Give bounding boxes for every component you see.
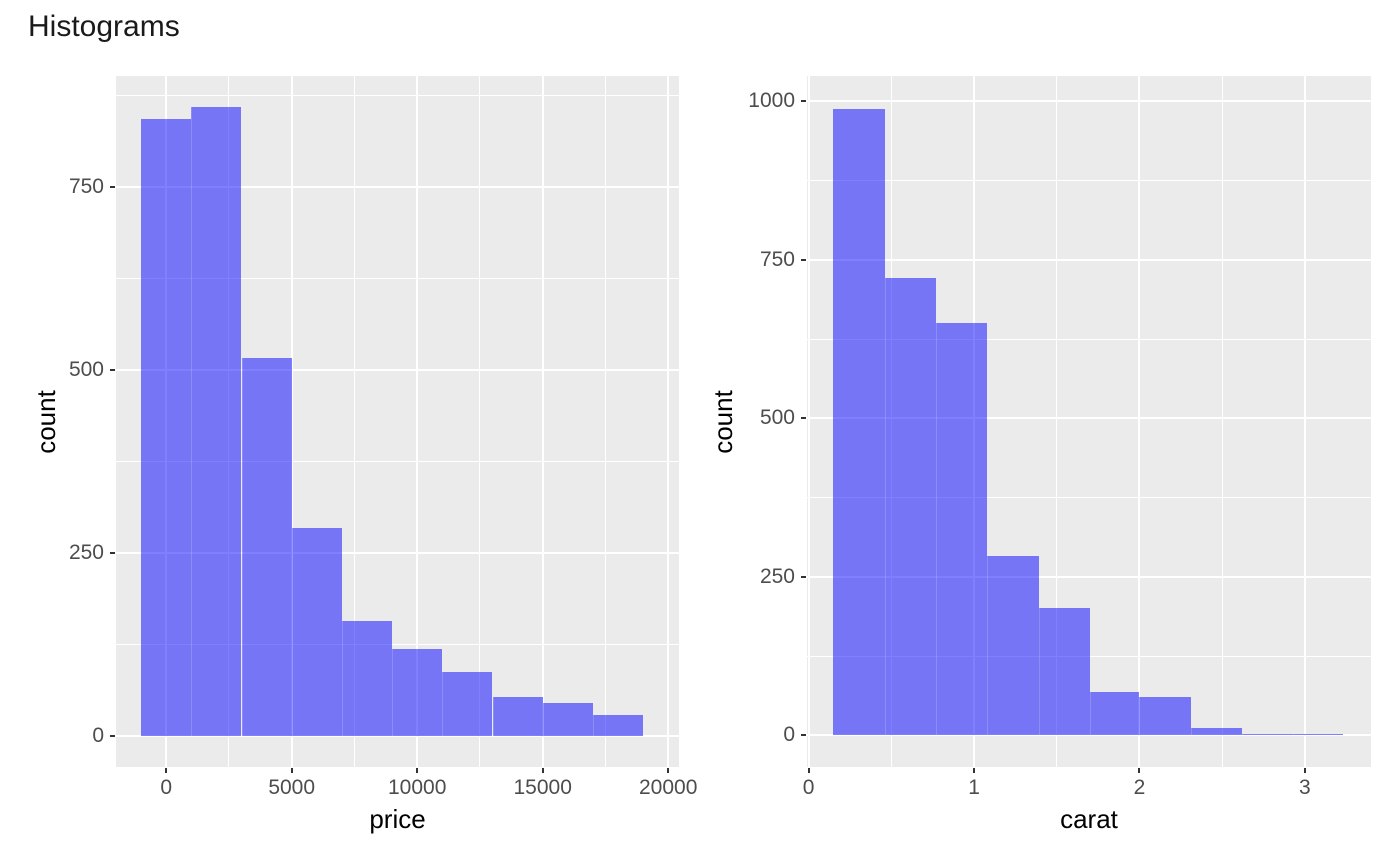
y-axis-title-count-left: count (31, 389, 61, 454)
histogram-bar (833, 108, 885, 736)
y-tick-mark (801, 417, 806, 420)
y-tick-mark (110, 186, 115, 189)
x-tick-label: 15000 (513, 776, 572, 799)
y-tick-label: 500 (68, 357, 104, 381)
histogram-bar (1241, 734, 1294, 736)
histogram-bar (1089, 691, 1140, 736)
grid-major-y (807, 100, 1371, 103)
y-tick-label: 250 (68, 540, 104, 564)
histogram-bar (241, 358, 292, 736)
grid-major-y (116, 551, 679, 554)
histogram-bar (191, 106, 242, 736)
histogram-bar (141, 119, 192, 736)
y-tick-label: 0 (783, 723, 795, 747)
grid-major-y (116, 186, 679, 189)
y-tick-mark (110, 551, 115, 554)
x-tick-label: 10000 (388, 776, 447, 799)
x-tick-mark (1303, 768, 1306, 773)
y-tick-label: 500 (759, 406, 795, 430)
y-tick-label: 750 (759, 247, 795, 271)
x-tick-mark (290, 768, 293, 773)
x-tick-mark (667, 768, 670, 773)
x-axis-title-price: price (369, 804, 426, 834)
histogram-bar (341, 620, 393, 736)
y-tick-mark (801, 100, 806, 103)
grid-major-x (290, 76, 293, 767)
x-tick-mark (541, 768, 544, 773)
histogram-bar (392, 649, 443, 736)
y-tick-mark (801, 734, 806, 737)
histogram-bar (291, 527, 342, 736)
y-tick-label: 0 (92, 723, 104, 747)
histogram-bar (1293, 734, 1343, 736)
plot-title: Histograms (28, 10, 180, 43)
grid-major-x (541, 76, 544, 767)
grid-major-y (116, 368, 679, 371)
x-tick-mark (416, 768, 419, 773)
grid-minor-y (116, 460, 679, 462)
grid-major-y (807, 258, 1371, 261)
grid-major-y (807, 417, 1371, 420)
y-tick-mark (801, 258, 806, 261)
grid-minor-y (116, 643, 679, 645)
grid-minor-x (353, 76, 355, 767)
grid-minor-y (116, 95, 679, 97)
subplot-price: count price 0 5000 10000 15000 20000 0 250 500 7… (31, 76, 698, 834)
grid-major-y (116, 734, 679, 737)
x-tick-mark (973, 768, 976, 773)
grid-major-x (667, 76, 670, 767)
subplot-carat: count carat 0 1 2 3 0 250 500 750 1000 (700, 0, 1400, 866)
grid-minor-y (116, 278, 679, 280)
x-tick-mark (165, 768, 168, 773)
histogram-bar (492, 696, 543, 736)
histogram-bar (1139, 696, 1191, 736)
grid-major-x (1303, 76, 1306, 767)
x-tick-mark (807, 768, 810, 773)
histogram-bar (592, 715, 644, 736)
grid-major-x (416, 76, 419, 767)
grid-minor-y (807, 338, 1371, 340)
x-tick-label: 0 (160, 776, 173, 799)
grid-minor-y (807, 180, 1371, 182)
grid-major-x (1138, 76, 1141, 767)
histogram-bar (884, 278, 936, 736)
x-tick-label: 3 (1298, 776, 1311, 799)
histogram-bar (1190, 728, 1242, 736)
x-tick-label: 0 (802, 776, 815, 799)
y-tick-mark (110, 734, 115, 737)
y-tick-mark (801, 575, 806, 578)
grid-minor-x (1221, 76, 1223, 767)
x-tick-label: 2 (1133, 776, 1146, 799)
grid-major-x (807, 76, 810, 767)
grid-minor-x (1056, 76, 1058, 767)
x-tick-mark (1138, 768, 1141, 773)
grid-minor-x (479, 76, 481, 767)
y-tick-mark (110, 368, 115, 371)
x-tick-label: 1 (968, 776, 980, 799)
x-tick-label: 20000 (639, 776, 698, 799)
x-tick-label: 5000 (268, 776, 316, 799)
grid-minor-x (604, 76, 606, 767)
y-tick-label: 250 (759, 564, 795, 588)
grid-minor-y (807, 497, 1371, 499)
grid-major-y (807, 575, 1371, 578)
histogram-bar (542, 703, 593, 736)
x-axis-title-carat: carat (1060, 804, 1118, 834)
histogram-bar (987, 555, 1039, 736)
histogram-bar (442, 671, 493, 736)
y-tick-label: 750 (68, 175, 104, 199)
grid-major-y (807, 734, 1371, 737)
histogram-bar (936, 323, 988, 736)
histogram-bar (1038, 607, 1090, 736)
y-tick-label: 1000 (748, 89, 795, 113)
